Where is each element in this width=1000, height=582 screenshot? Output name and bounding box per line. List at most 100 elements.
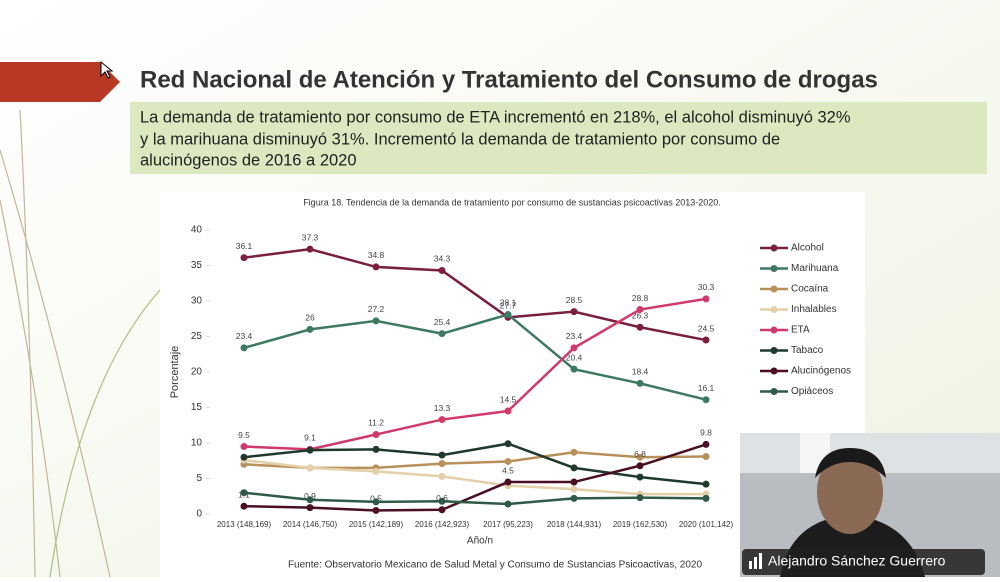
point (702, 480, 710, 488)
data-label: 4.5 (502, 465, 514, 475)
data-label: 9.1 (304, 433, 316, 443)
data-label: 9.5 (238, 430, 250, 440)
source-note: Fuente: Observatorio Mexicano de Salud M… (288, 560, 703, 571)
point (372, 498, 380, 506)
point (306, 504, 314, 512)
data-label: 26.3 (632, 311, 649, 321)
data-label: 18.4 (632, 367, 649, 377)
point (438, 497, 446, 505)
slide-title: Red Nacional de Atención y Tratamiento d… (140, 66, 878, 93)
point (438, 416, 446, 424)
y-tick-label: 25 (191, 331, 203, 342)
point (702, 295, 710, 303)
y-tick-label: 20 (191, 367, 203, 378)
point (570, 365, 578, 373)
point (504, 478, 512, 486)
point (240, 502, 248, 510)
point (306, 446, 314, 454)
point (636, 306, 644, 314)
data-label: 27.7 (500, 301, 517, 311)
point (240, 453, 248, 461)
point (702, 336, 710, 344)
legend-marker (770, 388, 778, 395)
y-tick-label: 0 (196, 509, 202, 520)
point (504, 457, 512, 465)
point (504, 500, 512, 508)
data-label: 30.3 (698, 282, 715, 292)
point (570, 308, 578, 316)
x-tick-label: 2020 (101,142) (679, 520, 734, 529)
slide-text: La demanda de tratamiento por consumo de… (140, 108, 851, 126)
legend-label: Opiáceos (791, 386, 833, 397)
data-label: 26 (305, 313, 315, 323)
point (636, 379, 644, 387)
data-label: 9.8 (700, 428, 712, 438)
data-label: 34.3 (434, 254, 451, 264)
legend-label: Cocaína (791, 284, 829, 295)
data-label: 28.1 (500, 298, 517, 308)
legend-label: Marihuana (791, 263, 839, 274)
point (702, 452, 710, 460)
x-tick-label: 2013 (148,169) (217, 520, 272, 529)
x-tick-label: 2016 (142,923) (415, 520, 470, 529)
data-label: 28.8 (632, 293, 649, 303)
data-label: 23.4 (566, 331, 583, 341)
data-label: 36.1 (236, 241, 253, 251)
cursor (100, 60, 114, 79)
point (702, 494, 710, 502)
series-line (243, 442, 707, 486)
legend-label: Alcohol (791, 243, 824, 254)
video-tile: Alejandro Sánchez Guerrero (740, 433, 1000, 577)
point (372, 317, 380, 325)
data-label: 27.2 (368, 304, 385, 314)
series-line (243, 443, 707, 512)
point (504, 440, 512, 448)
point (702, 440, 710, 448)
legend-label: Alucinógenos (791, 366, 851, 377)
point (306, 245, 314, 253)
y-tick-label: 5 (196, 473, 202, 484)
legend-marker (770, 244, 778, 252)
data-label: 14.5 (500, 394, 517, 404)
point (570, 478, 578, 486)
data-label: 34.8 (368, 250, 385, 260)
legend-label: Tabaco (791, 345, 824, 356)
slide-text: y la marihuana disminuyó 31%. Incrementó… (140, 130, 780, 148)
point (240, 443, 248, 451)
y-tick-label: 35 (191, 260, 203, 271)
series-line (243, 247, 707, 342)
x-tick-label: 2018 (144,931) (547, 520, 602, 529)
point (636, 473, 644, 481)
x-tick-label: 2017 (95,223) (483, 520, 533, 529)
point (372, 263, 380, 271)
data-label: 37.3 (302, 232, 319, 242)
title-arrow (0, 62, 120, 102)
y-tick-label: 10 (191, 438, 203, 449)
point (636, 494, 644, 502)
legend-marker (770, 347, 778, 354)
x-tick-label: 2014 (146,750) (283, 520, 338, 529)
series-line (243, 297, 707, 451)
participant-name: Alejandro Sánchez Guerrero (768, 553, 946, 569)
point (438, 330, 446, 338)
data-label: 6.8 (634, 449, 646, 459)
legend-marker (770, 265, 778, 272)
point (372, 467, 380, 475)
point (570, 464, 578, 472)
point (438, 460, 446, 468)
point (438, 472, 446, 480)
point (570, 448, 578, 456)
legend-marker (770, 367, 778, 375)
legend-marker (770, 306, 778, 313)
point (438, 266, 446, 274)
data-label: 13.3 (434, 403, 451, 413)
point (240, 489, 248, 497)
data-label: 11.2 (368, 418, 384, 428)
data-label: 23.4 (236, 331, 253, 341)
point (504, 310, 512, 318)
x-axis-label: Año/n (467, 536, 493, 547)
decoration (0, 109, 161, 578)
legend-marker (770, 285, 778, 293)
point (636, 453, 644, 461)
